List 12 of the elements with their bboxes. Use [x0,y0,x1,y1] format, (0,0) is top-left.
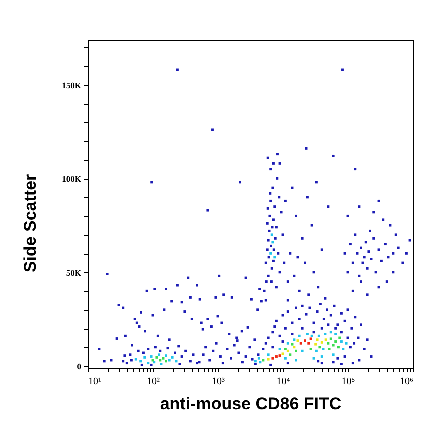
x-tick-label: 10³ [212,376,225,388]
x-tick-label: 10² [147,376,160,388]
x-tick-label: 10¹ [88,376,102,388]
x-tick-label: 10⁶ [400,376,414,388]
y-tick-label: 150K [62,80,82,90]
y-axis-title: Side Scatter [21,174,40,273]
y-tick-label: 0 [77,362,82,372]
x-tick-label: 10⁵ [342,376,356,388]
y-tick-label: 50K [66,268,82,278]
y-tick-label: 100K [62,174,82,184]
x-axis-title: anti-mouse CD86 FITC [160,394,342,414]
x-tick-label: 10⁴ [276,376,291,388]
